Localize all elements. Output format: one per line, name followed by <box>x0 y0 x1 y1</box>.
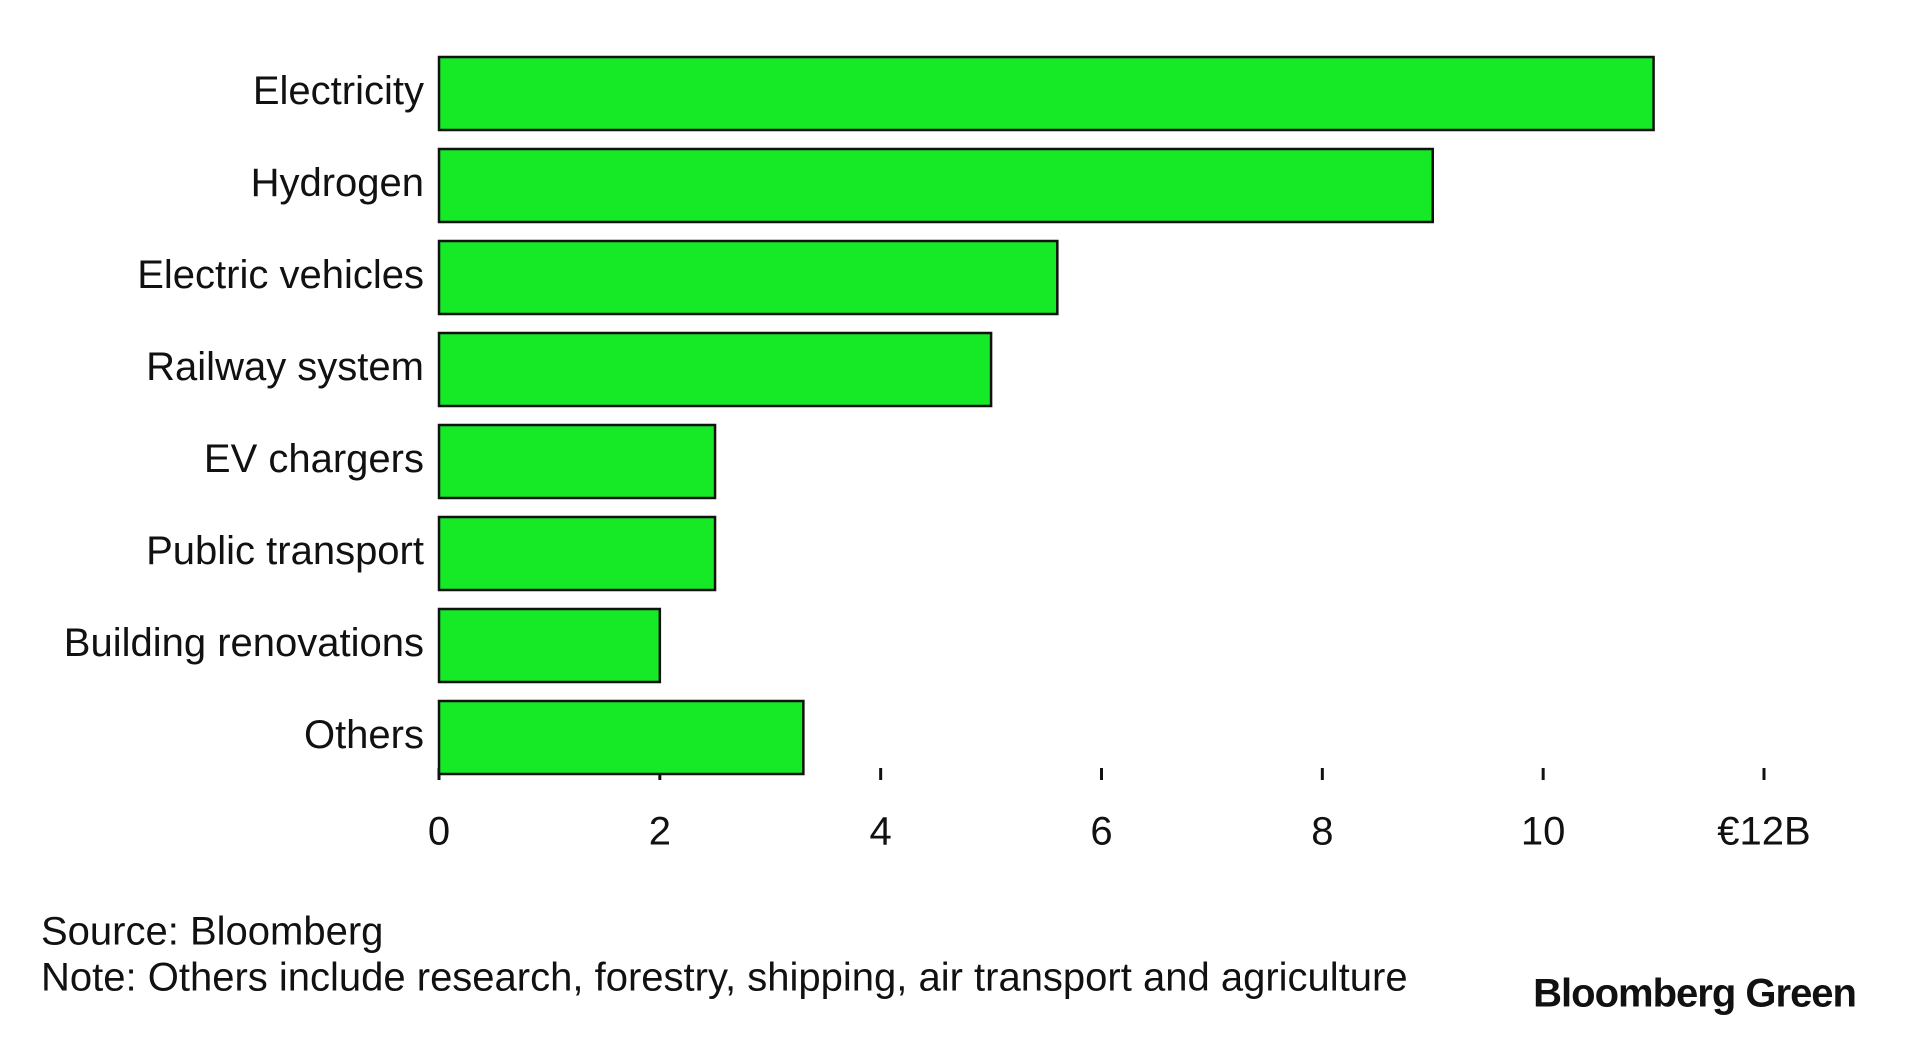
y-tick-label: Others <box>304 713 424 757</box>
bar <box>437 147 1434 224</box>
bar <box>437 515 717 592</box>
brand: Bloomberg Green <box>1533 972 1856 1016</box>
note: Note: Others include research, forestry,… <box>41 956 1408 1000</box>
x-tick-label: 8 <box>1311 810 1333 854</box>
x-tick-label: 2 <box>649 810 671 854</box>
bar <box>437 331 993 408</box>
x-tick-label: €12B <box>1717 810 1810 854</box>
bar <box>437 699 805 776</box>
bar <box>437 607 662 684</box>
x-tick-label: 0 <box>428 810 450 854</box>
y-tick-label: Electricity <box>253 69 424 113</box>
x-tick-label: 6 <box>1090 810 1112 854</box>
bar <box>437 239 1059 316</box>
x-tick-label: 4 <box>870 810 892 854</box>
x-tick-label: 10 <box>1521 810 1566 854</box>
y-tick-label: Railway system <box>146 345 424 389</box>
bar <box>437 423 717 500</box>
y-tick-label: Hydrogen <box>251 161 424 205</box>
y-tick-label: Electric vehicles <box>137 253 424 297</box>
y-tick-label: EV chargers <box>204 437 424 481</box>
bar <box>437 55 1655 132</box>
y-tick-label: Building renovations <box>64 621 424 665</box>
y-tick-label: Public transport <box>146 529 424 573</box>
source: Source: Bloomberg <box>41 910 383 954</box>
